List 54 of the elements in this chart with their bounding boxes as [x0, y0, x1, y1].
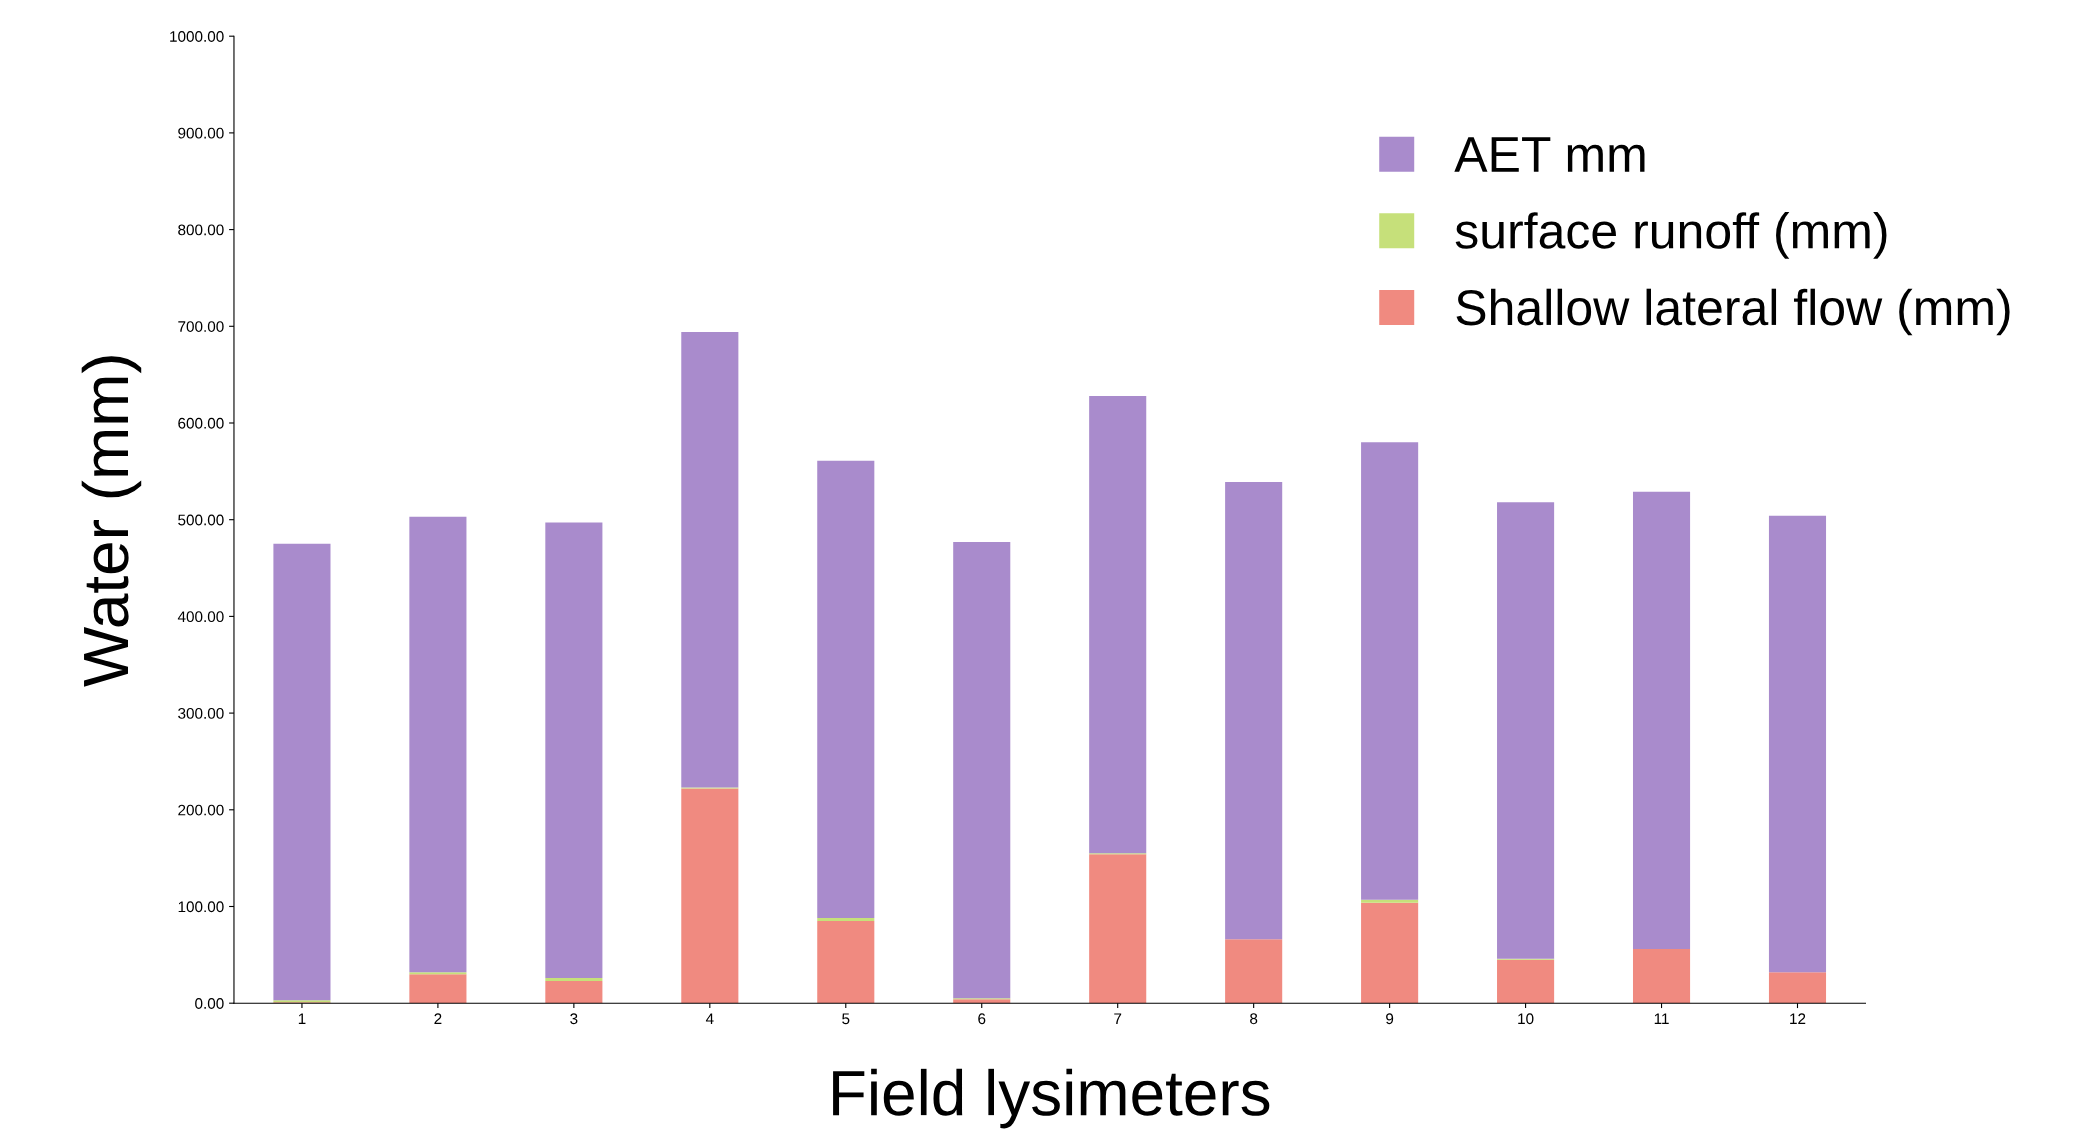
x-tick-label: 1	[298, 1013, 306, 1024]
legend-label: Shallow lateral flow (mm)	[1456, 288, 2010, 336]
bar	[1225, 939, 1283, 1004]
x-tick-label: 10	[1518, 1013, 1534, 1025]
x-tick-label: 2	[434, 1013, 442, 1024]
x-tick-label: 12	[1790, 1013, 1806, 1024]
y-tick-label: 500.00	[178, 514, 224, 526]
bar	[409, 974, 467, 1004]
x-tick-label: 8	[1250, 1013, 1258, 1025]
bar	[409, 516, 467, 973]
bar	[1225, 481, 1283, 940]
x-tick-label: 7	[1114, 1013, 1122, 1024]
bar	[1361, 442, 1419, 900]
bar	[273, 543, 331, 1001]
bar	[1089, 395, 1147, 854]
bar	[681, 332, 739, 788]
x-tick-label: 3	[570, 1013, 578, 1025]
legend-label: surface runoff (mm)	[1455, 212, 1887, 259]
bar	[953, 541, 1011, 999]
bar	[545, 522, 603, 979]
y-tick-label: 1000.00	[170, 31, 224, 42]
bar	[1632, 491, 1691, 950]
bar	[1768, 515, 1827, 973]
x-tick-label: 6	[978, 1013, 986, 1025]
bar	[1632, 949, 1691, 1004]
bar	[545, 978, 603, 981]
bar	[817, 921, 875, 1004]
bar	[817, 918, 875, 921]
y-tick-label: 900.00	[178, 127, 224, 139]
x-tick-label: 9	[1386, 1013, 1394, 1025]
x-tick-label: 4	[705, 1013, 714, 1024]
bar	[1089, 854, 1147, 1004]
bar	[1497, 502, 1555, 959]
y-tick-label: 600.00	[178, 417, 224, 429]
x-tick-label: 11	[1654, 1013, 1669, 1024]
bar	[681, 788, 739, 1004]
legend-label: AET mm	[1454, 137, 1645, 172]
y-tick-label: 400.00	[177, 611, 224, 623]
x-axis-title: Field lysimeters	[833, 1068, 1270, 1129]
bar	[817, 460, 875, 919]
bar	[1361, 902, 1419, 1004]
y-tick-label: 100.00	[178, 901, 224, 913]
y-tick-label: 800.00	[178, 224, 224, 236]
bar	[953, 999, 1011, 1004]
y-tick-label: 200.00	[178, 804, 224, 816]
y-axis-title: Water (mm)	[81, 356, 142, 687]
bar	[545, 980, 603, 1004]
bar	[1361, 899, 1419, 903]
y-tick-label: 300.00	[178, 707, 224, 719]
y-tick-label: 700.00	[178, 321, 224, 332]
bar	[1768, 972, 1827, 1004]
x-tick-label: 5	[842, 1013, 850, 1025]
bar	[1497, 959, 1555, 1004]
y-tick-label: 0.00	[195, 998, 224, 1009]
